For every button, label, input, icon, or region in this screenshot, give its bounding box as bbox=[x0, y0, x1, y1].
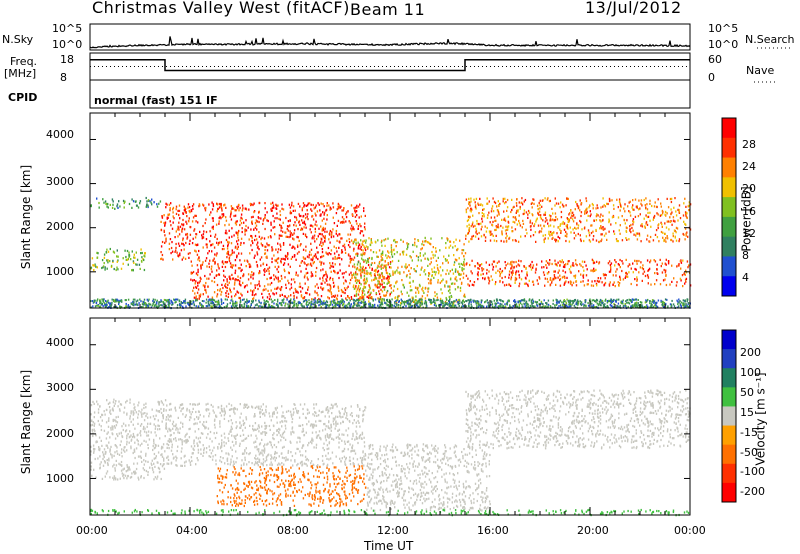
power-cb-tick: 4 bbox=[742, 271, 749, 284]
power-colorbar-swatch bbox=[722, 118, 736, 139]
velocity-colorbar-swatch bbox=[722, 387, 736, 407]
velocity-cb-tick: 100 bbox=[740, 366, 761, 379]
velocity-cb-tick: -100 bbox=[740, 465, 765, 478]
velocity-colorbar-swatch bbox=[722, 330, 736, 350]
xtick: 08:00 bbox=[277, 524, 309, 537]
velocity-colorbar-swatch bbox=[722, 425, 736, 446]
cpid-value: normal (fast) 151 IF bbox=[94, 94, 218, 107]
freq-tick-high: 18 bbox=[60, 53, 74, 66]
power-ytick: 1000 bbox=[46, 265, 74, 278]
velocity-cb-tick: 50 bbox=[740, 386, 754, 399]
velocity-colorbar-frame bbox=[721, 329, 737, 503]
date-title: 13/Jul/2012 bbox=[585, 0, 682, 17]
nsearch-label: N.Search bbox=[745, 33, 795, 46]
power-cb-tick: 20 bbox=[742, 182, 756, 195]
power-feature bbox=[90, 247, 146, 272]
power-ylabel: Slant Range [km] bbox=[19, 164, 34, 270]
power-colorbar-swatch bbox=[722, 157, 736, 178]
cpid-label: CPID bbox=[8, 91, 38, 104]
power-colorbar-swatch bbox=[722, 276, 736, 297]
power-feature bbox=[465, 197, 692, 244]
nave-tick-low: 0 bbox=[708, 71, 715, 84]
xtick: 20:00 bbox=[577, 524, 609, 537]
velocity-cb-tick: -50 bbox=[740, 446, 758, 459]
power-cb-tick: 28 bbox=[742, 138, 756, 151]
beam-title: Beam 11 bbox=[350, 0, 426, 19]
xtick: 00:00 bbox=[76, 524, 108, 537]
velocity-ytick: 3000 bbox=[46, 381, 74, 394]
velocity-feature bbox=[365, 443, 491, 512]
freq-tick-low: 8 bbox=[60, 71, 67, 84]
power-colorbar-swatch bbox=[722, 216, 736, 238]
power-feature bbox=[90, 196, 162, 210]
velocity-cb-tick: 200 bbox=[740, 346, 761, 359]
power-colorbar-swatch bbox=[722, 197, 736, 218]
freq-series-line bbox=[90, 59, 690, 72]
freq-unit-label: [MHz] bbox=[4, 67, 37, 80]
station-title: Christmas Valley West (fitACF) bbox=[92, 0, 350, 17]
velocity-ylabel: Slant Range [km] bbox=[19, 369, 34, 475]
velocity-cb-tick: 15 bbox=[740, 406, 754, 419]
velocity-colorbar-swatch bbox=[722, 482, 736, 503]
power-ytick: 4000 bbox=[46, 128, 74, 141]
nave-label: Nave bbox=[746, 64, 775, 77]
power-colorbar-swatch bbox=[722, 177, 736, 198]
velocity-colorbar-swatch bbox=[722, 463, 736, 484]
xlabel: Time UT bbox=[364, 539, 414, 553]
power-colorbar-swatch bbox=[722, 236, 736, 257]
power-feature bbox=[352, 236, 467, 305]
velocity-feature bbox=[165, 402, 367, 468]
velocity-colorbar-swatch bbox=[722, 406, 736, 427]
nsky-label: N.Sky bbox=[2, 33, 34, 46]
power-cb-tick: 8 bbox=[742, 249, 749, 262]
velocity-ytick: 1000 bbox=[46, 472, 74, 485]
power-ytick: 2000 bbox=[46, 220, 74, 233]
xtick: 12:00 bbox=[377, 524, 409, 537]
power-cb-tick: 16 bbox=[742, 205, 756, 218]
velocity-ytick: 2000 bbox=[46, 427, 74, 440]
velocity-cb-label: Velocity [m s⁻¹] bbox=[753, 372, 768, 466]
velocity-colorbar-swatch bbox=[722, 444, 736, 465]
power-colorbar-swatch bbox=[722, 137, 736, 159]
nsky-strip-frame bbox=[89, 23, 691, 51]
nsearch-tick-high: 10^5 bbox=[708, 22, 739, 35]
xtick: 00:00 bbox=[674, 524, 706, 537]
velocity-colorbar-swatch bbox=[722, 349, 736, 369]
xtick: 16:00 bbox=[477, 524, 509, 537]
power-cb-tick: 24 bbox=[742, 160, 756, 173]
cpid-strip-frame bbox=[89, 79, 691, 109]
velocity-feature bbox=[216, 465, 367, 508]
power-feature bbox=[190, 258, 392, 301]
velocity-cb-tick: -15 bbox=[740, 426, 758, 439]
nsky-series-line bbox=[89, 36, 691, 49]
velocity-feature bbox=[465, 389, 691, 450]
power-cb-label: Power [dB] bbox=[739, 186, 754, 252]
velocity-feature bbox=[90, 398, 167, 481]
power-colorbar-swatch bbox=[722, 256, 736, 277]
xtick: 04:00 bbox=[176, 524, 208, 537]
nsearch-tick-low: 10^0 bbox=[708, 38, 739, 51]
velocity-cb-tick: -200 bbox=[740, 485, 765, 498]
velocity-ytick: 4000 bbox=[46, 336, 74, 349]
nsky-tick-low: 10^0 bbox=[52, 38, 83, 51]
velocity-colorbar-swatch bbox=[722, 368, 736, 388]
power-colorbar-frame bbox=[721, 117, 737, 297]
power-feature bbox=[465, 258, 692, 288]
power-feature bbox=[160, 201, 367, 261]
freq-label: Freq. bbox=[10, 55, 38, 68]
power-ytick: 3000 bbox=[46, 175, 74, 188]
power-cb-tick: 12 bbox=[742, 227, 756, 240]
nsky-tick-high: 10^5 bbox=[52, 22, 83, 35]
nave-tick-high: 60 bbox=[708, 53, 722, 66]
